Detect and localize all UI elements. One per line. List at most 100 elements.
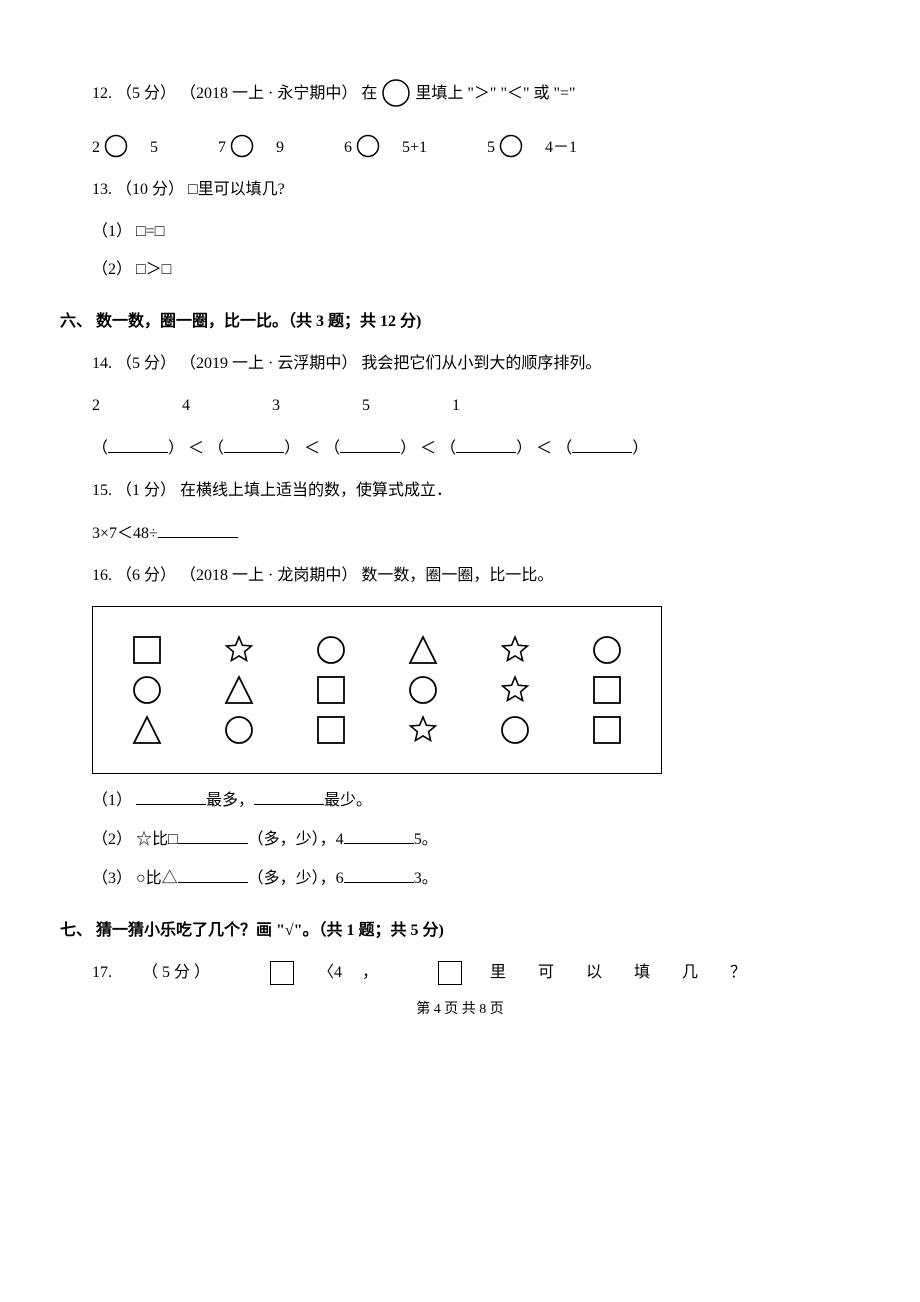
q17-points: （ 5 分 ） [142,961,210,985]
triangle-icon [209,675,269,705]
section-7-title: 七、 猜一猜小乐吃了几个？画 "√"。（共 1 题；共 5 分) [60,919,860,943]
q13-points: （10 分） [116,181,184,198]
q14-src: （2019 一上 · 云浮期中） [180,355,357,372]
q15-line: 15. （1 分） 在横线上填上适当的数，使算式成立． [92,479,860,503]
blank-circle-icon[interactable] [356,134,380,158]
blank-circle-icon[interactable] [499,134,523,158]
q12-operand: 5+1 [402,139,427,156]
circle-icon [117,675,177,705]
q12-line1: 12. （5 分） （2018 一上 · 永宁期中） 在 里填上 "＞" "＜"… [92,78,860,116]
q16-sub1-mid: 最多， [206,792,254,809]
q17-comma: ， [362,961,378,985]
q14-number: 3 [272,394,362,418]
q16-sub1-blank1[interactable] [136,788,206,805]
lt-sep: ＜ [300,440,324,457]
blank-circle-icon [381,78,411,116]
q14-line: 14. （5 分） （2019 一上 · 云浮期中） 我会把它们从小到大的顺序排… [92,352,860,376]
q14-blank[interactable] [224,436,284,453]
lt-sep: ＜ [184,440,208,457]
q16-sub3-blank1[interactable] [178,866,248,883]
q16-sub2-blank1[interactable] [178,827,248,844]
q16-sub1-blank2[interactable] [254,788,324,805]
star-icon [485,635,545,665]
q12-suffix: 里填上 "＞" "＜" 或 "=" [415,85,575,102]
q12-operand: 4－1 [545,139,577,156]
q13-sub1: （1） □=□ [92,220,860,244]
square-blank-icon[interactable] [438,961,462,985]
q12-prefix: 在 [361,85,377,102]
star-icon [393,715,453,745]
circle-icon [485,715,545,745]
q14-number: 4 [182,394,272,418]
q16-sub1: （1） 最多， 最少。 [92,788,860,813]
q12-points: （5 分） [116,85,176,102]
blank-circle-icon[interactable] [104,134,128,158]
q16-sub3-end: 3。 [414,870,438,887]
q12-operand: 9 [276,139,284,156]
square-icon [577,715,637,745]
q15-expr: 3×7＜48÷ [92,521,860,546]
q16-line: 16. （6 分） （2018 一上 · 龙岗期中） 数一数，圈一圈，比一比。 [92,564,860,588]
q16-sub3: （3） ○比△ （多，少），6 3。 [92,866,860,891]
shape-row [117,635,637,665]
q16-num: 16. [92,567,112,584]
q16-shape-box [92,606,662,774]
lt-sep: ＜ [532,440,556,457]
q16-points: （6 分） [116,567,176,584]
q12-operand: 5 [150,139,158,156]
q15-text: 在横线上填上适当的数，使算式成立． [180,482,452,499]
circle-icon [209,715,269,745]
q16-sub3-a: （3） ○比△ [92,870,178,887]
q16-sub2: （2） ☆比□（多，少），45。 [92,827,860,852]
q14-blank[interactable] [456,436,516,453]
q14-blank[interactable] [340,436,400,453]
square-icon [577,675,637,705]
star-icon [485,675,545,705]
q16-sub3-mid: （多，少），6 [248,870,344,887]
square-blank-icon[interactable] [270,961,294,985]
q15-blank[interactable] [158,521,238,538]
q14-num: 14. [92,355,112,372]
shape-row [117,675,637,705]
blank-circle-icon[interactable] [230,134,254,158]
q14-numbers: 24351 [92,394,860,418]
q12-operand: 2 [92,139,100,156]
q17-lt: 〈4 [318,961,342,985]
q16-sub1-a: （1） [92,792,136,809]
q16-src: （2018 一上 · 龙岗期中） [180,567,357,584]
q15-points: （1 分） [116,482,176,499]
q13-sub2: （2） □＞□ [92,258,860,282]
section-6-title: 六、 数一数，圈一圈，比一比。（共 3 题；共 12 分) [60,310,860,334]
circle-icon [301,635,361,665]
q14-blank[interactable] [572,436,632,453]
star-icon [209,635,269,665]
page-footer: 第 4 页 共 8 页 [60,999,860,1020]
triangle-icon [117,715,177,745]
q12-num: 12. [92,85,112,102]
q16-sub2-blank2[interactable] [344,827,414,844]
q16-sub2-mid: （多，少），4 [248,831,344,848]
q14-number: 2 [92,394,182,418]
square-icon [117,635,177,665]
q13-text: □里可以填几? [188,181,285,198]
circle-icon [577,635,637,665]
q14-number: 1 [452,394,542,418]
circle-icon [393,675,453,705]
q14-blanks: （） ＜ （） ＜ （） ＜ （） ＜ （） [92,436,860,461]
lt-sep: ＜ [416,440,440,457]
q16-text: 数一数，圈一圈，比一比。 [361,567,553,584]
q16-sub1-end: 最少。 [324,792,372,809]
q12-operand: 7 [218,139,226,156]
q12-operand: 6 [344,139,352,156]
q14-blank[interactable] [108,436,168,453]
square-icon [301,715,361,745]
q14-points: （5 分） [116,355,176,372]
shape-row [117,715,637,745]
q15-expr-pre: 3×7＜48÷ [92,525,158,542]
q17-line: 17. （ 5 分 ） 〈4 ， 里 可 以 填 几 ？ [92,961,860,985]
q17-tail: 里 可 以 填 几 ？ [490,961,760,985]
q16-sub3-blank2[interactable] [344,866,414,883]
q17-num: 17. [92,961,112,985]
q12-src: （2018 一上 · 永宁期中） [180,85,357,102]
q13-line: 13. （10 分） □里可以填几? [92,178,860,202]
